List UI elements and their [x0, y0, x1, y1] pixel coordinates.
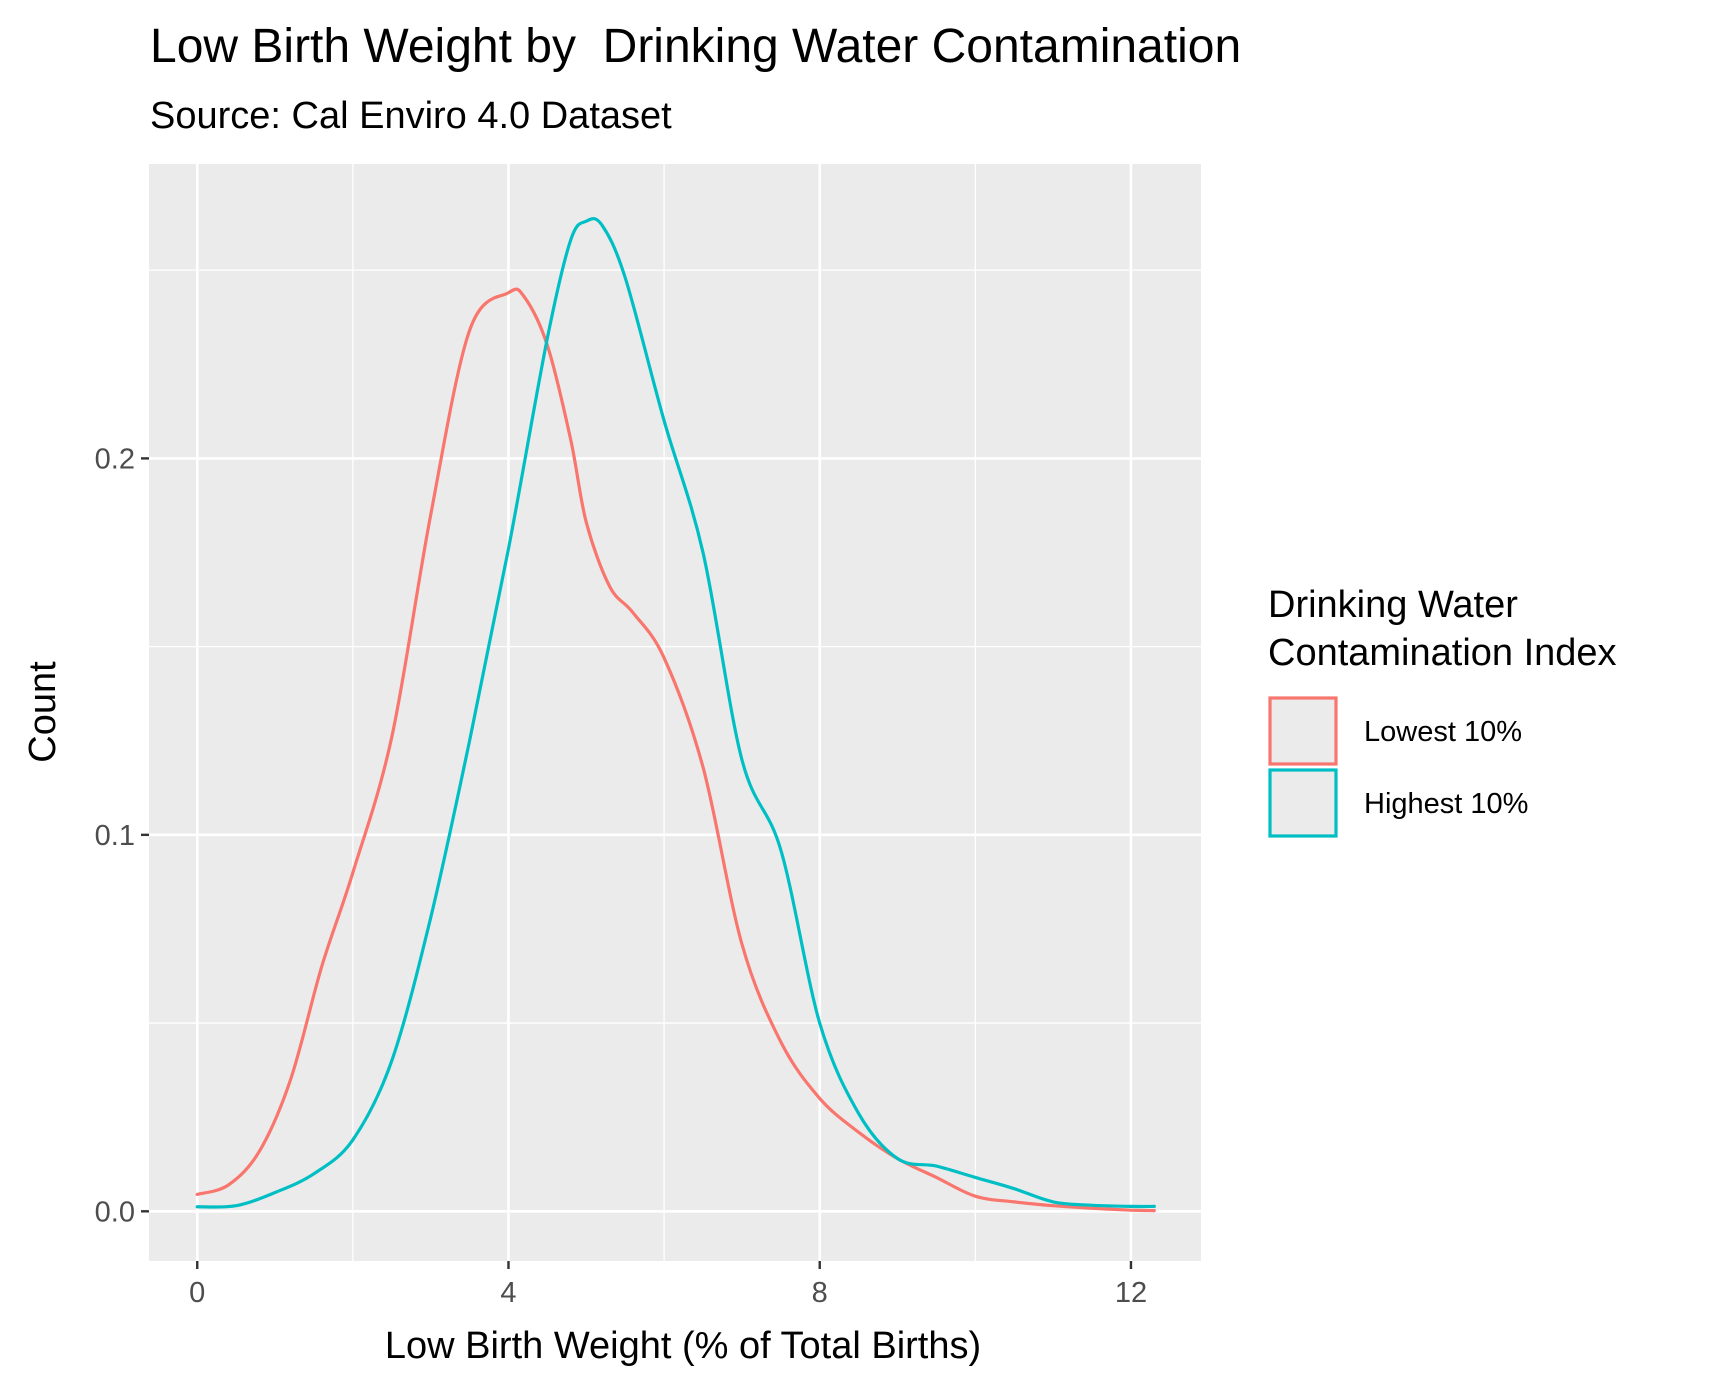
chart-title: Low Birth Weight by Drinking Water Conta… [150, 20, 1241, 73]
x-axis-title: Low Birth Weight (% of Total Births) [385, 1325, 981, 1367]
x-tick-label: 4 [500, 1277, 516, 1309]
plot-panel [149, 164, 1201, 1261]
x-tick-label: 0 [189, 1277, 205, 1309]
x-tick-label: 8 [812, 1277, 828, 1309]
legend-label: Lowest 10% [1364, 716, 1522, 748]
legend-title-line: Drinking Water [1268, 584, 1518, 626]
legend: Drinking Water Contamination Index Lowest… [1268, 584, 1617, 838]
legend-title-line: Contamination Index [1268, 632, 1617, 674]
legend-title: Drinking Water Contamination Index [1268, 584, 1617, 674]
y-tick-label: 0.0 [95, 1196, 135, 1228]
legend-items: Lowest 10% Highest 10% [1268, 696, 1528, 838]
density-lines [195, 217, 1156, 1213]
minor-gridlines [149, 164, 1201, 1261]
x-tick-label: 12 [1115, 1277, 1147, 1309]
y-axis: 0.0 0.1 0.2 [95, 443, 149, 1228]
chart-subtitle: Source: Cal Enviro 4.0 Dataset [150, 95, 672, 137]
x-axis: 0 4 8 12 [189, 1261, 1147, 1309]
y-tick-label: 0.1 [95, 820, 135, 852]
density-line-highest-10 [195, 217, 1156, 1209]
y-axis-title: Count [22, 661, 64, 763]
legend-label: Highest 10% [1364, 788, 1528, 820]
density-line-lowest-10 [195, 287, 1156, 1213]
legend-key [1268, 768, 1338, 838]
y-tick-label: 0.2 [95, 443, 135, 475]
legend-key [1268, 696, 1338, 766]
